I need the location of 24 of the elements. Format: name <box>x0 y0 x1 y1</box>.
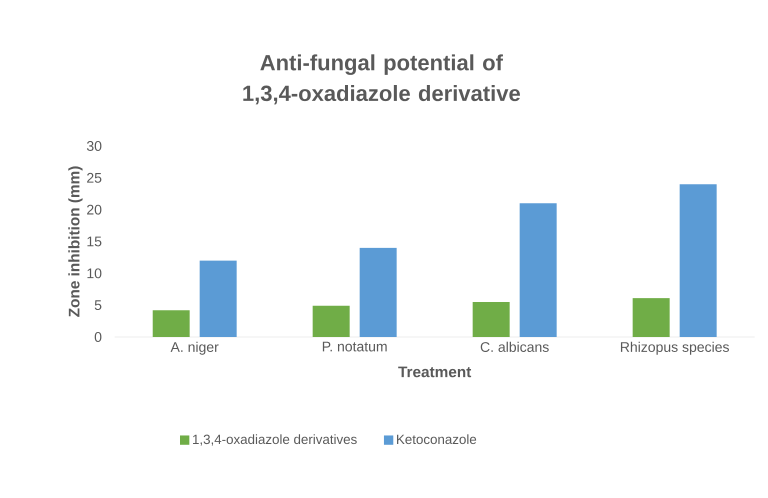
y-axis-title: Zone inhibition (mm) <box>68 166 83 317</box>
x-tick-label: C. albicans <box>480 342 549 352</box>
bar <box>360 248 397 337</box>
x-tick-label: Rhizopus species <box>620 342 729 355</box>
x-axis-title: Treatment <box>398 366 472 378</box>
y-tick-label: 30 <box>86 141 102 151</box>
bar <box>632 298 670 337</box>
bar <box>312 306 350 337</box>
y-tick-label: 25 <box>87 172 102 183</box>
bar <box>200 260 237 337</box>
bar <box>472 302 510 337</box>
y-tick-label: 15 <box>87 236 102 246</box>
y-tick-label: 5 <box>94 300 102 310</box>
y-tick-label: 10 <box>87 268 102 278</box>
y-tick-label: 0 <box>94 332 102 342</box>
y-tick-label: 20 <box>87 204 102 215</box>
x-tick-label: P. notatum <box>322 342 387 352</box>
legend-label: 1,3,4-oxadiazole derivatives <box>193 434 357 446</box>
bar <box>520 203 557 337</box>
chart-title: Anti-fungal potential of 1,3,4-oxadiazole derivative <box>243 54 520 104</box>
x-tick-label: A. niger <box>170 342 219 355</box>
bar <box>152 310 190 337</box>
bar <box>680 184 717 337</box>
legend-label: Ketoconazole <box>397 434 476 444</box>
